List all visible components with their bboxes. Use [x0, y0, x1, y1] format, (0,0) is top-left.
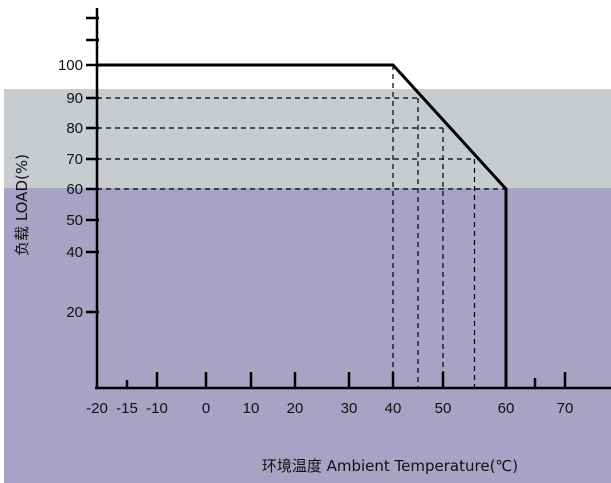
x-tick-label: 30	[341, 400, 358, 417]
x-tick-label: -20	[86, 400, 108, 417]
reference-lines	[97, 65, 506, 388]
y-tick-label: 50	[66, 212, 83, 229]
y-tick-label: 80	[66, 120, 83, 137]
lower-band-left	[4, 202, 98, 483]
y-axis-ticks: 20 40 50 60 70 80 90 100	[58, 16, 99, 321]
y-tick-label: 60	[66, 181, 83, 198]
x-tick-label: 40	[385, 400, 402, 417]
x-tick-label: 10	[243, 400, 260, 417]
upper-band	[4, 89, 611, 188]
y-tick-label: 40	[66, 244, 83, 261]
derating-curve	[97, 63, 508, 388]
x-tick-label: 50	[435, 400, 452, 417]
x-tick-label: -10	[146, 400, 168, 417]
x-tick-label: 60	[498, 400, 515, 417]
y-tick-label: 100	[58, 57, 83, 74]
x-axis-ticks: -20 -15 -10 0 10 20 30 40 50 60 70	[86, 372, 573, 417]
y-tick-label: 90	[66, 90, 83, 107]
y-tick-label: 70	[66, 151, 83, 168]
x-tick-label: 0	[202, 400, 210, 417]
upper-band-left	[4, 103, 98, 188]
x-tick-label: 20	[287, 400, 304, 417]
y-axis-title: 负载 LOAD(%)	[13, 154, 31, 256]
lower-band	[4, 188, 611, 483]
x-tick-label: -15	[116, 400, 138, 417]
x-axis-title: 环境温度 Ambient Temperature(℃)	[262, 457, 518, 475]
x-tick-label: 70	[557, 400, 574, 417]
y-tick-label: 20	[66, 304, 83, 321]
